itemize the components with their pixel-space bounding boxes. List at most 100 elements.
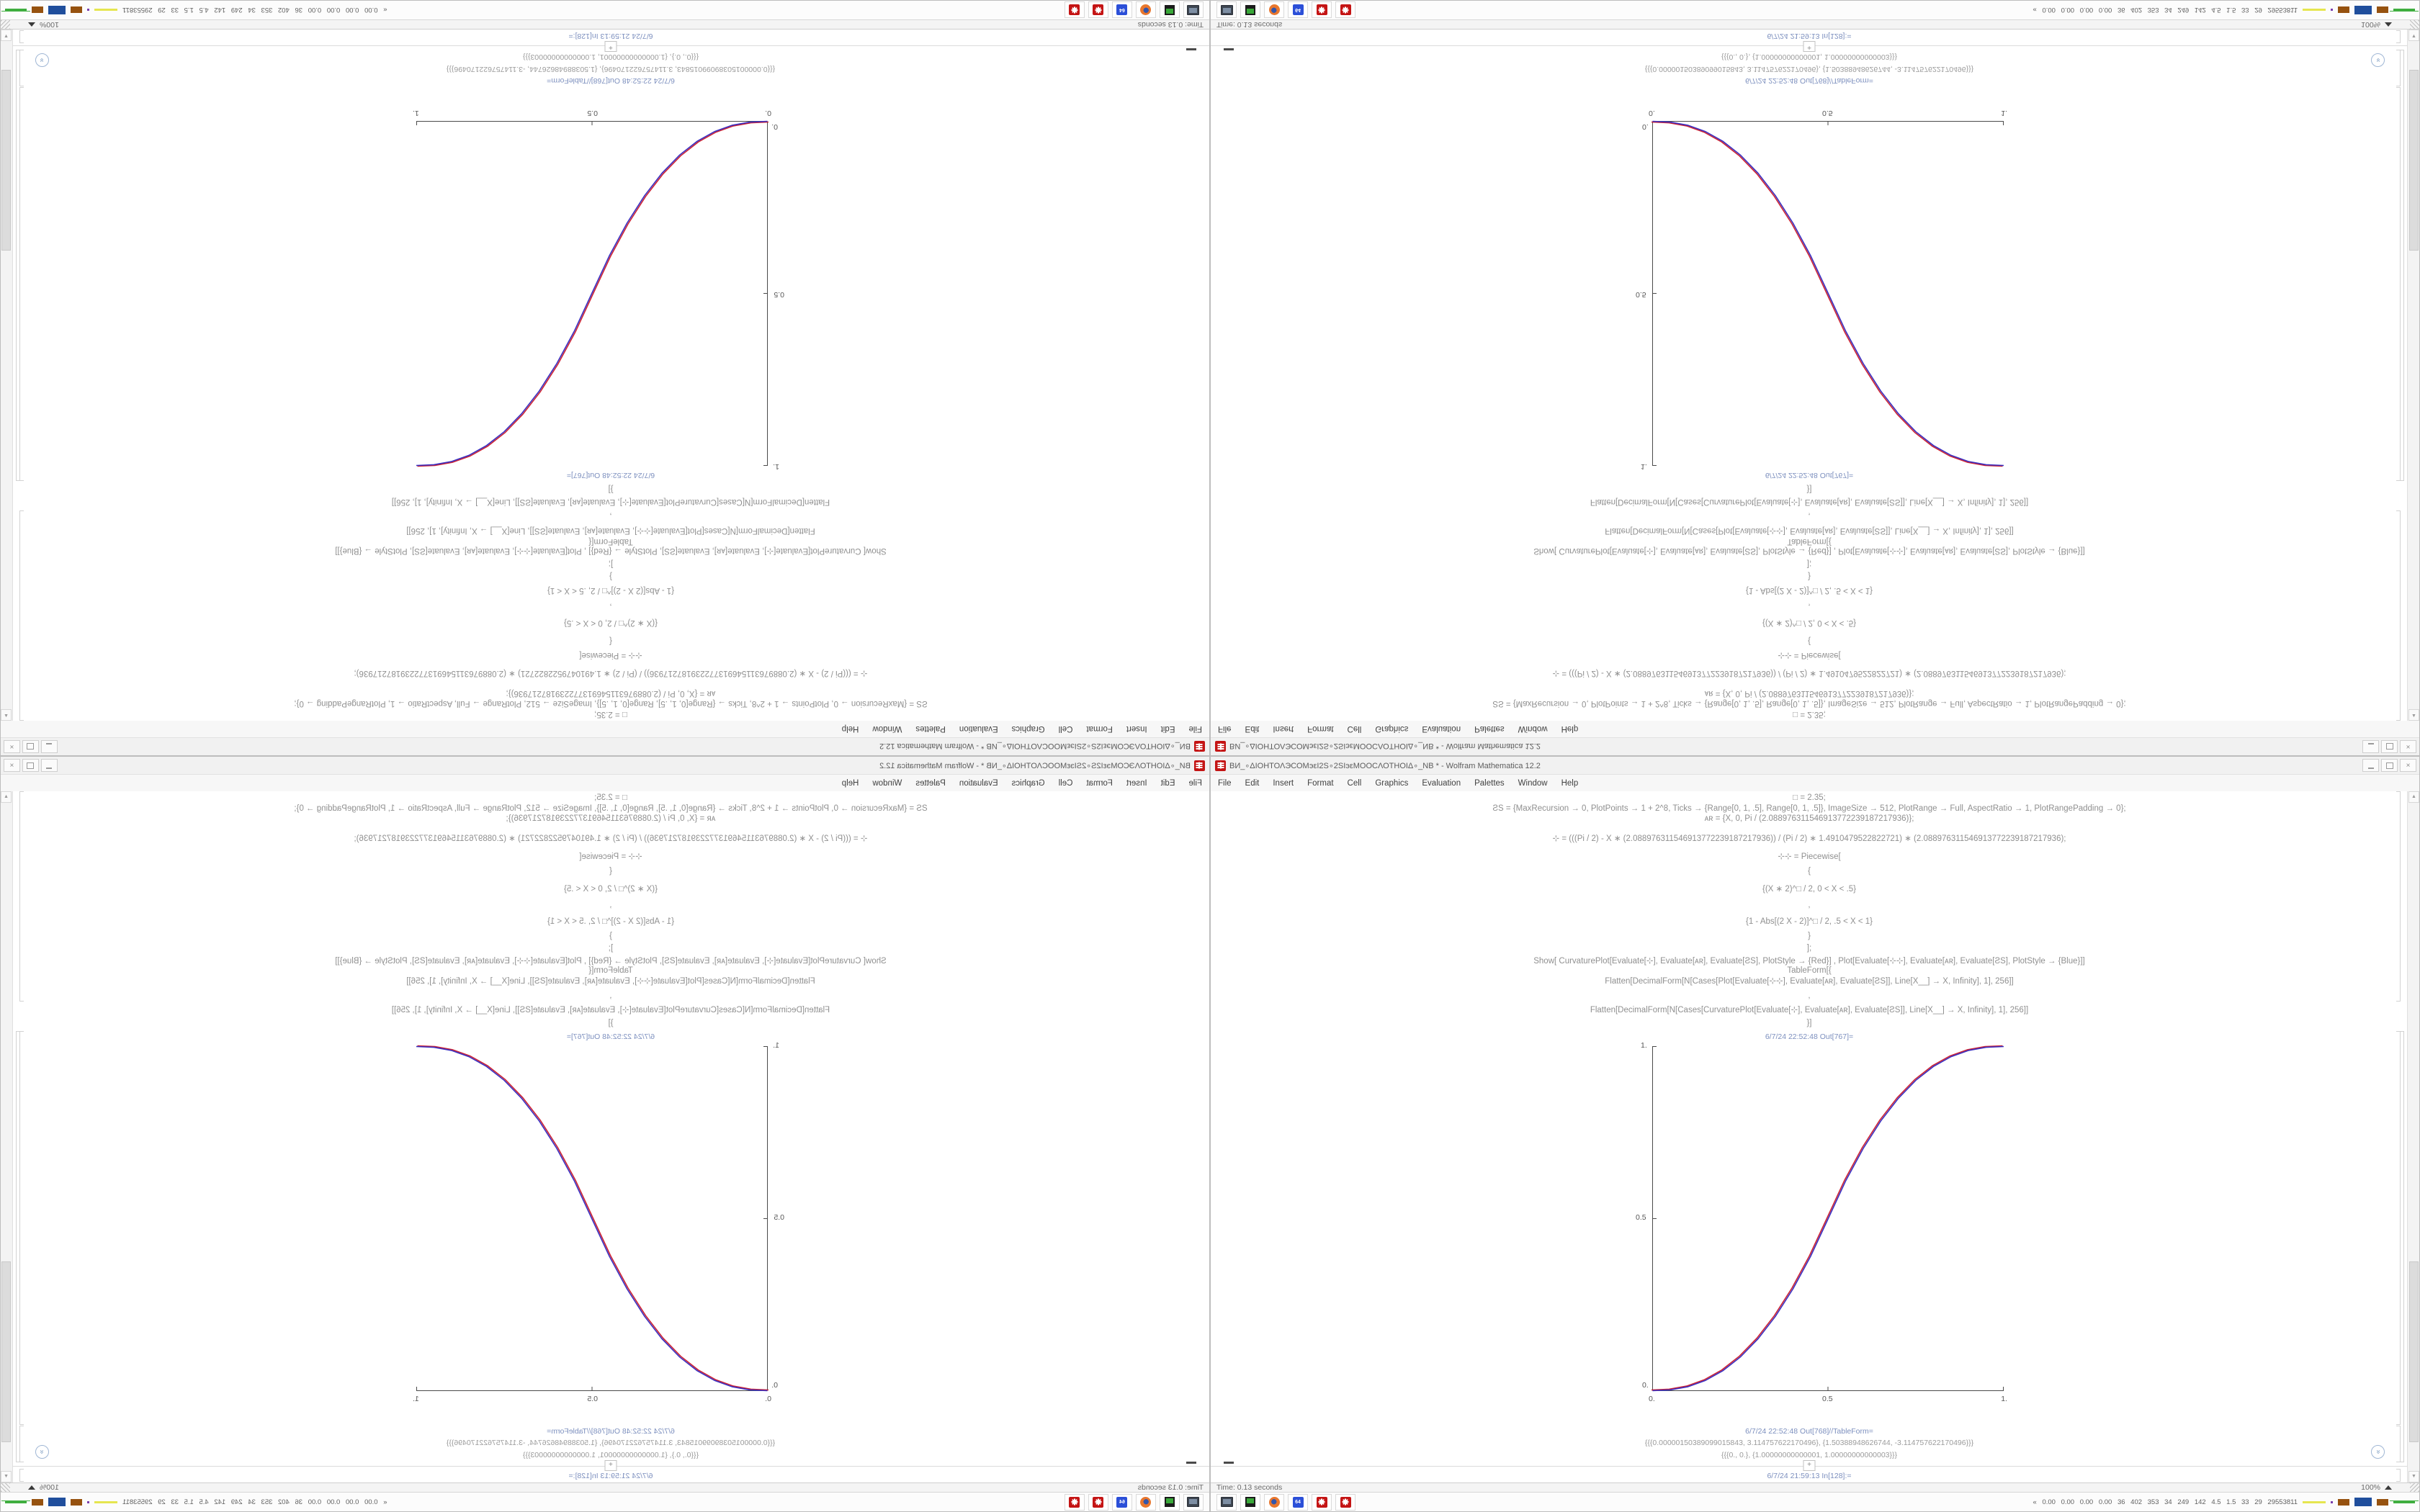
cell-bracket[interactable] <box>2396 50 2401 86</box>
menu-cell[interactable]: Cell <box>1058 778 1073 788</box>
insert-cell-plus-button[interactable]: + <box>1803 41 1816 52</box>
menu-file[interactable]: File <box>1188 724 1202 734</box>
notebook-area[interactable]: □ = 2.35; ƧS = {MaxRecursion → 0, PlotPo… <box>1211 30 2408 721</box>
cell-bracket[interactable] <box>2396 87 2401 481</box>
menu-graphics[interactable]: Graphics <box>1011 724 1045 734</box>
taskbar-hex-editor-button[interactable]: 64 <box>1112 1493 1132 1511</box>
taskbar-hex-editor-button[interactable]: 64 <box>1112 1 1132 19</box>
scroll-up-arrow[interactable]: ▲ <box>2408 709 2419 721</box>
taskbar-computer-button[interactable] <box>1183 1493 1204 1511</box>
close-button[interactable]: × <box>2400 740 2416 753</box>
cell-bracket[interactable] <box>19 1426 24 1462</box>
scrollbar-thumb[interactable] <box>2409 69 2419 251</box>
menu-insert[interactable]: Insert <box>1126 778 1147 788</box>
taskbar-mathematica-button[interactable] <box>1335 1493 1355 1511</box>
menu-graphics[interactable]: Graphics <box>1375 778 1409 788</box>
scroll-down-chevrons-icon[interactable]: » <box>2371 53 2385 67</box>
menu-edit[interactable]: Edit <box>1160 778 1175 788</box>
minimize-button[interactable] <box>41 740 58 753</box>
menu-edit[interactable]: Edit <box>1245 724 1260 734</box>
vertical-scrollbar[interactable]: ▲ ▼ <box>2407 30 2419 721</box>
menu-edit[interactable]: Edit <box>1245 778 1260 788</box>
menu-window[interactable]: Window <box>872 724 902 734</box>
menu-evaluation[interactable]: Evaluation <box>959 778 998 788</box>
taskbar-mathematica-button[interactable] <box>1088 1 1108 19</box>
menu-help[interactable]: Help <box>1561 724 1579 734</box>
menu-palettes[interactable]: Palettes <box>1474 724 1505 734</box>
menu-file[interactable]: File <box>1188 778 1202 788</box>
scroll-down-arrow[interactable]: ▼ <box>2408 1471 2419 1482</box>
taskbar-disk-utility-button[interactable] <box>1240 1493 1260 1511</box>
vertical-scrollbar[interactable]: ▲ ▼ <box>1 30 13 721</box>
scrollbar-thumb[interactable] <box>1 1261 11 1443</box>
magnification-control[interactable]: 100% <box>28 20 59 29</box>
menu-window[interactable]: Window <box>1518 724 1548 734</box>
scroll-up-arrow[interactable]: ▲ <box>2408 791 2419 803</box>
close-button[interactable]: × <box>4 740 20 753</box>
cell-bracket[interactable] <box>19 50 24 86</box>
window-titlebar[interactable]: ВИ_∘ΔΙΟΗΤΟΛЭСОМэεΙ2Ѕ∘2ЅΙэεМООСΛΟΤΗΟΙΔ∘_N… <box>1 737 1209 755</box>
menu-cell[interactable]: Cell <box>1347 724 1362 734</box>
magnification-control[interactable]: 100% <box>2361 1483 2392 1492</box>
menu-insert[interactable]: Insert <box>1273 778 1294 788</box>
menu-graphics[interactable]: Graphics <box>1375 724 1409 734</box>
menu-help[interactable]: Help <box>841 724 859 734</box>
resize-grip[interactable] <box>2410 19 2419 29</box>
window-titlebar[interactable]: ВИ_∘ΔΙΟΗΤΟΛЭСОМэεΙ2Ѕ∘2ЅΙэεМООСΛΟΤΗΟΙΔ∘_N… <box>1211 737 2419 755</box>
notebook-area[interactable]: □ = 2.35; ƧS = {MaxRecursion → 0, PlotPo… <box>1211 791 2408 1482</box>
cell-bracket[interactable] <box>2396 1426 2401 1462</box>
cell-bracket[interactable] <box>2396 510 2401 721</box>
cell-bracket[interactable] <box>19 1031 24 1425</box>
cell-bracket[interactable] <box>19 87 24 481</box>
minimize-button[interactable] <box>41 759 58 772</box>
taskbar-mathematica-button[interactable] <box>1312 1 1332 19</box>
menu-insert[interactable]: Insert <box>1126 724 1147 734</box>
scroll-up-arrow[interactable]: ▲ <box>1 791 12 803</box>
notebook-area[interactable]: □ = 2.35; ƧS = {MaxRecursion → 0, PlotPo… <box>12 791 1209 1482</box>
maximize-button[interactable] <box>2381 759 2398 772</box>
scroll-down-arrow[interactable]: ▼ <box>1 1471 12 1482</box>
menu-insert[interactable]: Insert <box>1273 724 1294 734</box>
taskbar-mathematica-button[interactable] <box>1088 1493 1108 1511</box>
taskbar-firefox-button[interactable] <box>1264 1493 1284 1511</box>
scroll-down-arrow[interactable]: ▼ <box>2408 30 2419 41</box>
taskbar-mathematica-button[interactable] <box>1335 1 1355 19</box>
menu-file[interactable]: File <box>1218 778 1232 788</box>
close-button[interactable]: × <box>2400 759 2416 772</box>
scroll-down-chevrons-icon[interactable]: » <box>35 1445 49 1459</box>
menu-help[interactable]: Help <box>1561 778 1579 788</box>
menu-format[interactable]: Format <box>1086 778 1113 788</box>
taskbar-disk-utility-button[interactable] <box>1240 1 1260 19</box>
cell-bracket[interactable] <box>19 510 24 721</box>
cell-bracket[interactable] <box>2396 1469 2401 1482</box>
taskbar-hex-editor-button[interactable]: 64 <box>1288 1493 1308 1511</box>
scrollbar-thumb[interactable] <box>1 69 11 251</box>
taskbar-firefox-button[interactable] <box>1136 1493 1156 1511</box>
menu-window[interactable]: Window <box>872 778 902 788</box>
menu-cell[interactable]: Cell <box>1058 724 1073 734</box>
taskbar-disk-utility-button[interactable] <box>1160 1 1180 19</box>
scroll-down-chevrons-icon[interactable]: » <box>2371 1445 2385 1459</box>
cell-bracket[interactable] <box>19 791 24 1002</box>
resize-grip[interactable] <box>2410 1483 2419 1493</box>
taskbar-hex-editor-button[interactable]: 64 <box>1288 1 1308 19</box>
menu-palettes[interactable]: Palettes <box>1474 778 1505 788</box>
menu-format[interactable]: Format <box>1307 724 1334 734</box>
vertical-scrollbar[interactable]: ▲ ▼ <box>2407 791 2419 1482</box>
scroll-down-chevrons-icon[interactable]: » <box>35 53 49 67</box>
taskbar-mathematica-button[interactable] <box>1065 1493 1085 1511</box>
menu-graphics[interactable]: Graphics <box>1011 778 1045 788</box>
menu-palettes[interactable]: Palettes <box>915 724 946 734</box>
minimize-button[interactable] <box>2362 759 2379 772</box>
magnification-control[interactable]: 100% <box>28 1483 59 1492</box>
cell-bracket[interactable] <box>2396 30 2401 43</box>
cell-bracket[interactable] <box>2400 1031 2404 1462</box>
menu-help[interactable]: Help <box>841 778 859 788</box>
vertical-scrollbar[interactable]: ▲ ▼ <box>1 791 13 1482</box>
menu-evaluation[interactable]: Evaluation <box>1422 778 1461 788</box>
resize-grip[interactable] <box>1 19 10 29</box>
taskbar-disk-utility-button[interactable] <box>1160 1493 1180 1511</box>
taskbar-firefox-button[interactable] <box>1264 1 1284 19</box>
insert-cell-plus-button[interactable]: + <box>604 41 617 52</box>
menu-format[interactable]: Format <box>1086 724 1113 734</box>
